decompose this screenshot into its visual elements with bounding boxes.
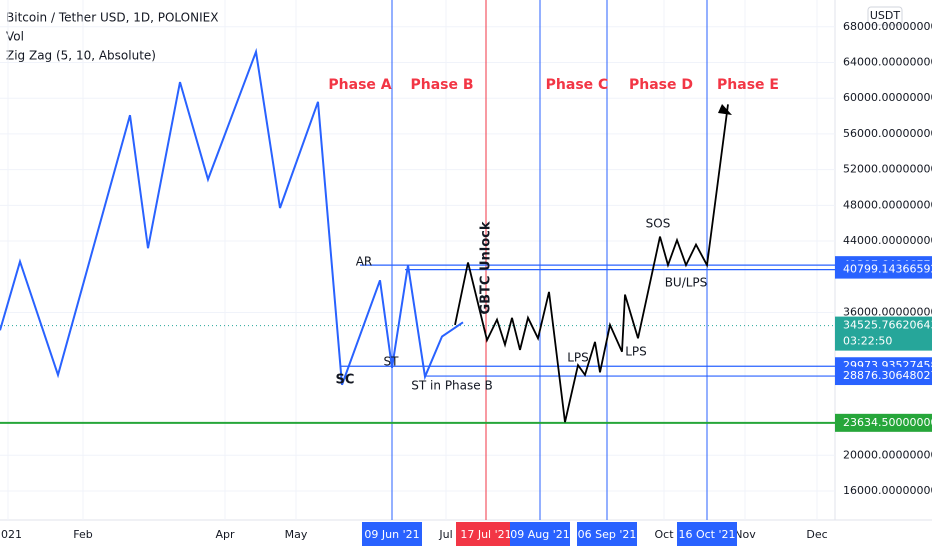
time-label: Apr	[215, 528, 235, 541]
wyckoff-label: LPS	[567, 351, 589, 365]
date-label: 06 Sep '21	[578, 528, 637, 541]
price-tick-label: 36000.00000000	[843, 305, 932, 318]
price-tick-label: 16000.00000000	[843, 484, 932, 497]
date-badge	[677, 522, 737, 546]
indicator: Zig Zag (5, 10, Absolute)	[6, 49, 156, 63]
current-badge	[835, 316, 932, 351]
phase-label: Phase E	[717, 77, 779, 93]
time-label: Feb	[73, 528, 92, 541]
level-label: 28876.30648027	[843, 369, 932, 382]
level-badge	[835, 260, 932, 279]
phase-label: Phase A	[328, 77, 391, 93]
time-label: 2021	[0, 528, 22, 541]
date-badge	[362, 522, 422, 546]
date-badge	[510, 522, 570, 546]
level-label: 40799.14366592	[843, 263, 932, 276]
projection-line	[454, 104, 729, 423]
level-badge	[835, 413, 932, 432]
price-tick-label: 44000.00000000	[843, 234, 932, 247]
phase-label: Phase C	[546, 77, 609, 93]
event-label: GBTC Unlock	[479, 221, 494, 314]
level-label: 23634.50000000	[843, 416, 932, 429]
wyckoff-label: AR	[356, 255, 373, 269]
date-badge	[456, 522, 516, 546]
indicator: Vol	[6, 30, 24, 44]
wyckoff-label: SC	[336, 373, 355, 388]
time-label: Dec	[806, 528, 827, 541]
phase-label: Phase D	[629, 77, 693, 93]
zigzag-line	[0, 47, 464, 386]
wyckoff-label: LPS	[625, 345, 647, 359]
time-label: Nov	[734, 528, 756, 541]
current-label: 34525.76620643	[843, 319, 932, 332]
price-tick-label: 56000.00000000	[843, 127, 932, 140]
price-tick-label: 48000.00000000	[843, 198, 932, 211]
symbol-title: Bitcoin / Tether USD, 1D, POLONIEX	[6, 11, 218, 25]
price-tick-label: 68000.00000000	[843, 20, 932, 33]
time-label: Oct	[654, 528, 674, 541]
time-label: Jul	[438, 528, 452, 541]
date-label: 17 Jul '21	[460, 528, 511, 541]
price-tick-label: 20000.00000000	[843, 448, 932, 461]
wyckoff-label: BU/LPS	[665, 276, 708, 290]
phase-label: Phase B	[410, 77, 473, 93]
time-label: May	[285, 528, 308, 541]
date-label: 09 Aug '21	[510, 528, 570, 541]
countdown: 03:22:50	[843, 335, 892, 348]
price-tick-label: 52000.00000000	[843, 163, 932, 176]
level-badge	[835, 367, 932, 386]
date-badge	[577, 522, 637, 546]
currency-label[interactable]: USDT	[870, 9, 901, 22]
wyckoff-label: SOS	[646, 217, 671, 231]
arrow-head	[718, 104, 732, 115]
currency-badge[interactable]	[867, 6, 903, 26]
date-label: 09 Jun '21	[364, 528, 419, 541]
wyckoff-label: ST in Phase B	[411, 379, 492, 393]
price-tick-label: 60000.00000000	[843, 91, 932, 104]
wyckoff-label: ST	[384, 355, 400, 369]
date-label: 16 Oct '21	[678, 528, 735, 541]
price-tick-label: 64000.00000000	[843, 55, 932, 68]
